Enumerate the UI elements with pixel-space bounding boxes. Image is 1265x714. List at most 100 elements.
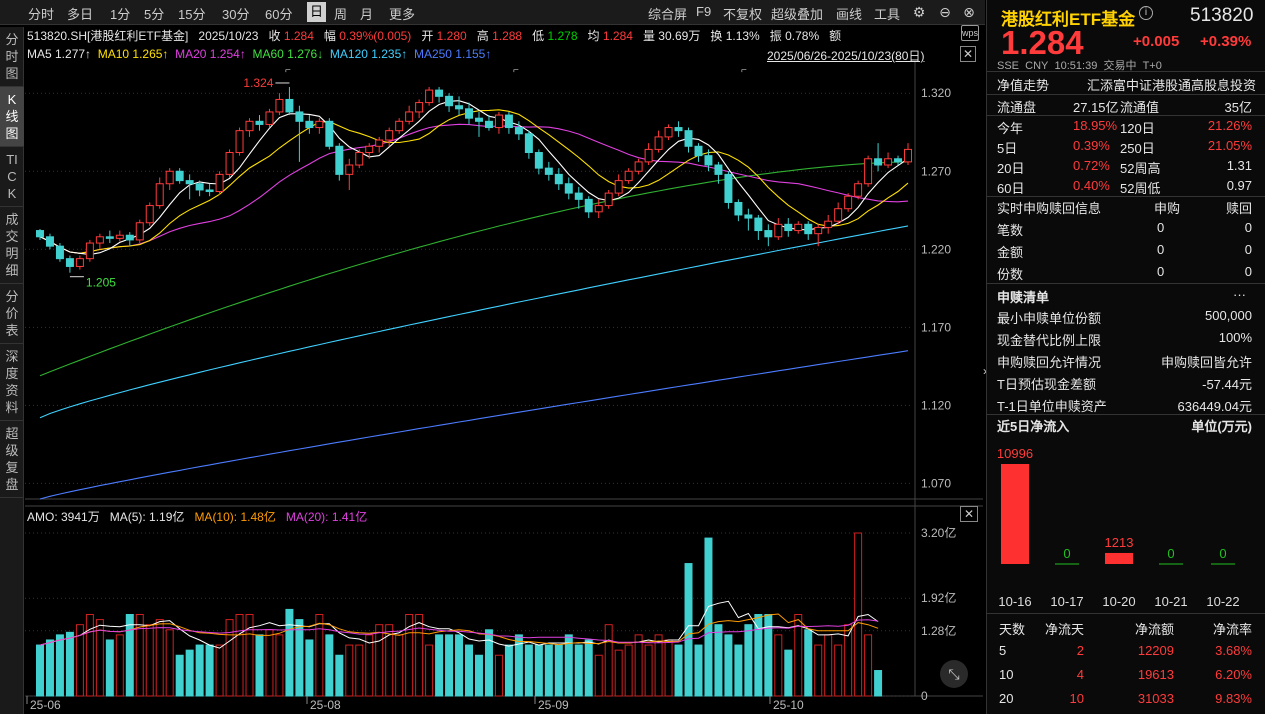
net-inflow-chart: 10996 10-16 0 10-17 1213 10-20 0 10-21 0 10-22: [997, 446, 1240, 609]
perf-label: 5日: [997, 141, 1018, 156]
candle: [395, 120, 404, 132]
ma-legend: MA5 1.277↑ MA10 1.265↑ MA20 1.254↑ MA60 …: [27, 47, 491, 61]
ma20-line: [39, 123, 909, 254]
inflow-value: 0: [1063, 546, 1070, 561]
amo-close-icon[interactable]: ✕: [960, 506, 978, 522]
candle: [564, 183, 573, 194]
toolbar-item-3[interactable]: 超级叠加: [771, 7, 824, 22]
volume-bar: [504, 644, 513, 697]
toolbar-item-1[interactable]: F9: [696, 4, 712, 19]
period-2[interactable]: 1分: [110, 7, 131, 22]
candle: [744, 214, 753, 219]
amp-label: 幅: [323, 29, 336, 43]
period-1[interactable]: 多日: [67, 7, 94, 22]
close-icon[interactable]: ✕: [960, 46, 976, 62]
period-10[interactable]: 更多: [389, 7, 416, 22]
volume-bar: [474, 654, 483, 697]
candle: [524, 133, 533, 154]
volume-bar: [125, 614, 134, 697]
toolbar-item-0[interactable]: 综合屏: [648, 7, 688, 22]
quote-info-line: 513820.SH[港股红利ETF基金] 2025/10/23 收 1.284 …: [27, 27, 841, 44]
volume-bar: [445, 634, 454, 697]
candle: [325, 120, 334, 147]
volume-bar: [345, 644, 354, 697]
perf-value: 18.95%: [1073, 118, 1118, 133]
period-9[interactable]: 月: [360, 7, 374, 22]
volume-axis: 3.20亿 1.92亿 1.28亿 0: [921, 525, 956, 703]
vtab-4[interactable]: 分价表: [0, 284, 24, 344]
toolbar-item-2[interactable]: 不复权: [723, 7, 763, 22]
ma250-line: [39, 350, 909, 500]
volume-bar: [225, 619, 234, 697]
price-tick: 1.320: [921, 86, 951, 100]
period-0[interactable]: 分时: [28, 7, 55, 22]
volume-bar: [614, 649, 623, 697]
float-value: 27.15亿: [1073, 100, 1119, 115]
candle: [474, 117, 483, 122]
expand-icon[interactable]: ⤡: [940, 660, 968, 688]
toolbar-item-4[interactable]: 画线: [836, 7, 863, 22]
volume-tick: 0: [921, 689, 928, 703]
candle: [135, 222, 144, 241]
avg-label: 均: [587, 29, 600, 43]
view-tabs: 分时图 K线图 TICK 成交明细 分价表 深度资料超级复盘: [0, 27, 24, 714]
volume-bar: [664, 639, 673, 697]
flow-net-rate: 9.83%: [1215, 691, 1252, 706]
volume-bar: [95, 619, 104, 697]
flow-table-header: 天数 净流天 净流额 净流率: [987, 616, 1265, 638]
rt-row-label: 笔数: [997, 223, 1024, 238]
candle: [375, 139, 384, 147]
candle: [65, 258, 74, 267]
market-status: SSE CNY 10:51:39 交易中 T+0: [997, 57, 1162, 73]
close-panel-icon[interactable]: ⊗: [963, 4, 975, 20]
period-8[interactable]: 周: [334, 7, 348, 22]
list-row-value: 636449.04元: [1177, 399, 1252, 414]
inflow-value: 1213: [1105, 535, 1134, 550]
period-3[interactable]: 5分: [144, 7, 165, 22]
candle: [654, 136, 663, 150]
perf-label-2: 120日: [1120, 121, 1155, 136]
candle: [714, 164, 723, 175]
wps-icon[interactable]: wps: [961, 25, 979, 41]
float-row: 流通盘 27.15亿 流通值 35亿: [987, 94, 1265, 116]
flow-header: 近5日净流入 单位(万元): [987, 413, 1265, 435]
date-range[interactable]: 2025/06/26-2025/10/23(80日): [767, 49, 925, 63]
vol-label: 量: [642, 29, 655, 43]
candle: [794, 223, 803, 232]
vtab-0[interactable]: 分时图: [0, 27, 24, 87]
minimize-icon[interactable]: ⊖: [939, 4, 951, 20]
period-5[interactable]: 30分: [222, 7, 250, 22]
perf-value: 0.72%: [1073, 158, 1110, 173]
volume-bar: [155, 619, 164, 697]
period-4[interactable]: 15分: [178, 7, 206, 22]
list-row-value: 100%: [1218, 330, 1252, 345]
volume-bar: [285, 608, 294, 697]
info-icon[interactable]: i: [1139, 6, 1153, 20]
period-6[interactable]: 60分: [265, 7, 293, 22]
flow-col-2: 净流额: [1134, 622, 1174, 637]
toolbar-item-5[interactable]: 工具: [874, 7, 901, 22]
candle: [764, 230, 773, 238]
vtab-5[interactable]: 深度资料: [0, 344, 24, 421]
kline-chart[interactable]: 1.320 1.270 1.220 1.170 1.120 1.070 3.20亿 1.92…: [25, 62, 983, 714]
vtab-1[interactable]: K线图: [0, 87, 24, 147]
vtab-2[interactable]: TICK: [0, 147, 24, 207]
price-tick: 1.120: [921, 398, 951, 412]
vtab-label: 超级复盘: [5, 426, 19, 492]
flow-net-days: 4: [1076, 667, 1084, 682]
rt-subscribe-value: 0: [1157, 220, 1165, 235]
settings-icon[interactable]: ⚙: [912, 4, 926, 20]
flow-days: 5: [999, 643, 1007, 658]
vtab-3[interactable]: 成交明细: [0, 207, 24, 284]
list-more-icon[interactable]: ···: [1233, 287, 1246, 302]
low-value: 1.278: [547, 29, 578, 43]
flow-col-1: 净流天: [1044, 622, 1084, 637]
index-name: 汇添富中证港股通高股息投资: [1086, 78, 1256, 93]
currency: CNY: [1025, 60, 1049, 72]
period-7[interactable]: 日: [307, 2, 327, 22]
vtab-6[interactable]: 超级复盘: [0, 421, 24, 498]
volume-bar: [455, 634, 464, 697]
index-row[interactable]: 净值走势 汇添富中证港股通高股息投资: [987, 72, 1265, 94]
candle: [864, 158, 873, 185]
volume-bar: [684, 563, 693, 697]
